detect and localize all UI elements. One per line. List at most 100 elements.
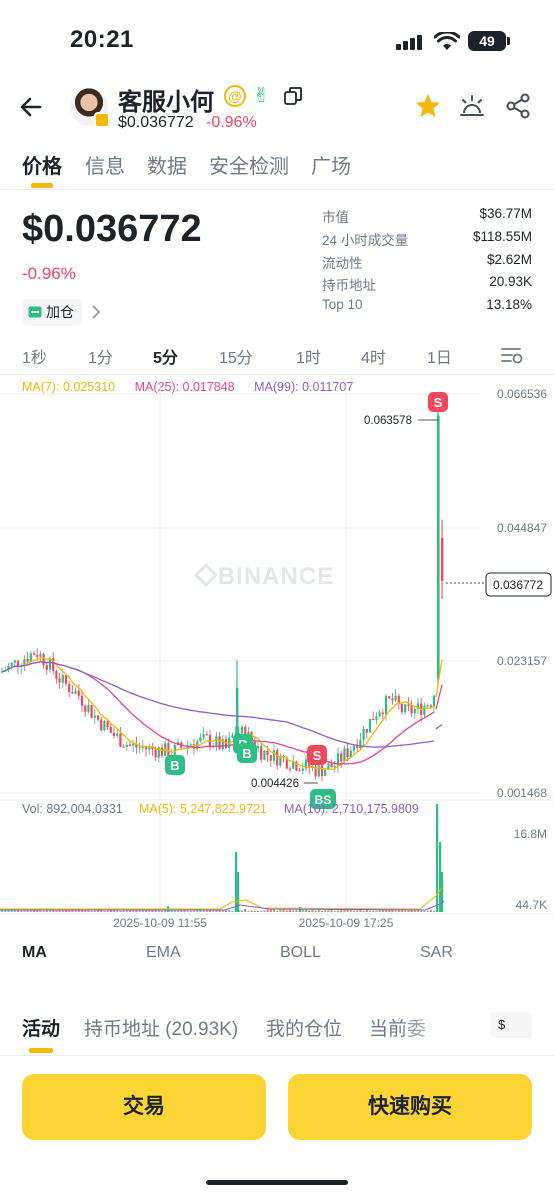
volume-bar bbox=[7, 909, 10, 912]
tab-info[interactable]: 信息 bbox=[85, 156, 125, 178]
candle bbox=[272, 750, 276, 761]
tab-price[interactable]: 价格 bbox=[22, 156, 62, 178]
candle bbox=[372, 718, 375, 721]
ma-line bbox=[435, 684, 443, 710]
volume-bar bbox=[39, 909, 42, 912]
svg-text:BS: BS bbox=[315, 793, 332, 807]
volume-bar bbox=[231, 910, 234, 912]
price-axis-label: 0.023157 bbox=[497, 654, 547, 668]
volume-bar bbox=[359, 909, 362, 912]
candle bbox=[298, 770, 301, 772]
interval-15m[interactable]: 15分 bbox=[219, 350, 253, 367]
candle bbox=[346, 748, 349, 758]
token-name: 客服小何 bbox=[118, 89, 214, 116]
tab-security-check[interactable]: 安全检测 bbox=[209, 156, 289, 178]
candle bbox=[429, 705, 432, 707]
volume-bar bbox=[346, 909, 349, 912]
indicator-tabs: MA EMA BOLL SAR bbox=[0, 940, 554, 970]
candle bbox=[426, 705, 429, 707]
volume-bar bbox=[135, 910, 138, 912]
candle bbox=[189, 744, 192, 746]
interval-5m[interactable]: 5分 bbox=[153, 350, 178, 367]
candle bbox=[157, 747, 160, 758]
volume-bar bbox=[378, 910, 381, 912]
price-axis-label: 0.066536 bbox=[497, 387, 547, 401]
quick-buy-button[interactable]: 快速购买 bbox=[288, 1074, 532, 1140]
currency-select[interactable]: $ bbox=[490, 1012, 532, 1038]
volume-bar bbox=[186, 910, 189, 912]
volume-bar bbox=[436, 804, 439, 912]
candle bbox=[288, 768, 292, 770]
volume-legend: Vol: 892,004.0331 bbox=[22, 802, 123, 816]
price-alert-icon[interactable] bbox=[458, 92, 486, 120]
candle bbox=[106, 720, 109, 728]
interval-1m[interactable]: 1分 bbox=[88, 350, 113, 367]
tab-holders[interactable]: 持币地址 (20.93K) bbox=[84, 1019, 239, 1040]
volume-bar bbox=[228, 909, 231, 912]
interval-1d[interactable]: 1日 bbox=[427, 350, 452, 367]
sell-marker: S bbox=[428, 392, 448, 412]
hand-icon[interactable]: ✌ bbox=[253, 85, 270, 107]
trade-button[interactable]: 交易 bbox=[22, 1074, 266, 1140]
volume-bar bbox=[413, 909, 416, 912]
interval-1s[interactable]: 1秒 bbox=[22, 350, 47, 367]
volume-bar bbox=[253, 910, 256, 912]
volume-bar bbox=[109, 909, 112, 912]
candle bbox=[437, 415, 440, 679]
volume-bar bbox=[343, 909, 346, 912]
volume-bar bbox=[42, 910, 45, 912]
at-icon[interactable]: @ bbox=[224, 85, 246, 107]
candle bbox=[84, 705, 87, 712]
candle bbox=[144, 747, 148, 750]
tab-data[interactable]: 数据 bbox=[147, 156, 187, 178]
low-label: 0.004426 bbox=[251, 778, 299, 790]
indicator-ma[interactable]: MA bbox=[22, 944, 47, 961]
svg-text:S: S bbox=[434, 395, 443, 410]
candle bbox=[416, 703, 420, 709]
volume-bar bbox=[93, 910, 96, 912]
indicator-ema[interactable]: EMA bbox=[146, 944, 181, 961]
candle bbox=[29, 653, 32, 662]
volume-bar bbox=[183, 909, 186, 912]
candle bbox=[58, 678, 61, 683]
candle bbox=[336, 753, 340, 766]
share-icon[interactable] bbox=[504, 92, 532, 120]
active-tab-indicator bbox=[31, 183, 53, 188]
volume-ma10-legend: MA(10): 2,710,175.9809 bbox=[284, 802, 419, 816]
volume-bar bbox=[84, 909, 87, 912]
volume-bar bbox=[362, 910, 365, 912]
candle bbox=[122, 746, 125, 748]
candle bbox=[423, 705, 426, 715]
candle bbox=[237, 732, 240, 734]
chevron-right-icon[interactable] bbox=[90, 303, 102, 321]
candle bbox=[36, 654, 39, 657]
tabs-fade bbox=[400, 1008, 480, 1052]
candle bbox=[349, 750, 352, 758]
favorite-star-icon[interactable] bbox=[414, 92, 442, 120]
indicator-sar[interactable]: SAR bbox=[420, 944, 453, 961]
indicator-boll[interactable]: BOLL bbox=[280, 944, 321, 961]
volume-bar bbox=[199, 909, 202, 912]
chart-settings-icon[interactable] bbox=[500, 344, 524, 366]
tab-activity[interactable]: 活动 bbox=[22, 1019, 61, 1040]
candle bbox=[90, 705, 93, 718]
tab-square[interactable]: 广场 bbox=[311, 156, 351, 178]
volume-axis-label: 16.8M bbox=[514, 827, 547, 841]
volume-bar bbox=[394, 910, 397, 912]
volume-bar bbox=[333, 910, 336, 912]
interval-4h[interactable]: 4时 bbox=[361, 350, 386, 367]
candle bbox=[71, 692, 74, 694]
binance-watermark: BINANCE bbox=[218, 563, 334, 590]
volume-bar bbox=[263, 910, 266, 912]
buy-marker: B bbox=[237, 743, 257, 763]
volume-bar bbox=[237, 872, 240, 912]
copy-icon[interactable] bbox=[283, 86, 303, 106]
interval-1h[interactable]: 1时 bbox=[296, 350, 321, 367]
candle bbox=[269, 755, 272, 761]
tab-my-positions[interactable]: 我的仓位 bbox=[266, 1019, 343, 1040]
back-arrow-icon[interactable] bbox=[18, 94, 44, 120]
volume-bar bbox=[369, 910, 371, 912]
candle bbox=[378, 712, 381, 717]
candlestick-chart[interactable]: BINANCE 0.066536 0.044847 0.023157 0.001… bbox=[0, 376, 554, 936]
add-position-button[interactable]: 加仓 bbox=[22, 299, 82, 326]
